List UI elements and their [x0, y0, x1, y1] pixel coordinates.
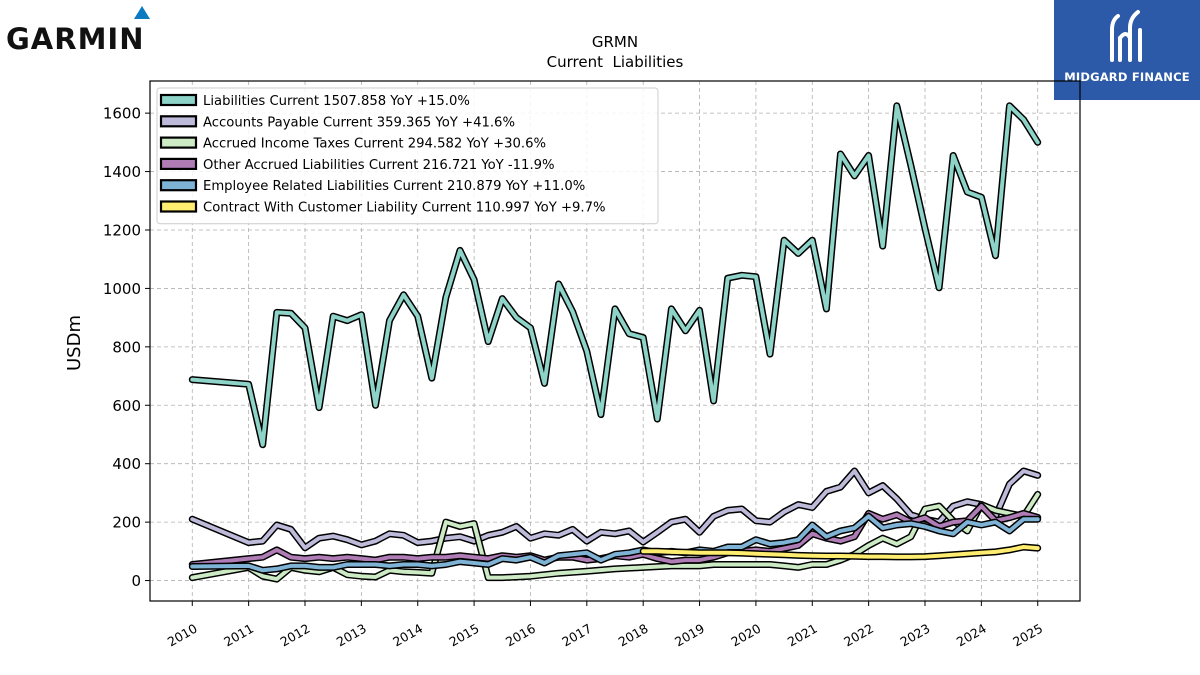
legend-swatch [159, 179, 198, 192]
x-tick-label: 2016 [503, 621, 538, 650]
y-tick-label: 1400 [103, 163, 141, 181]
x-tick-label: 2023 [897, 621, 932, 650]
legend-swatch [159, 93, 198, 107]
legend-swatch [159, 115, 198, 128]
x-tick-label: 2022 [841, 621, 876, 650]
legend-swatch [159, 200, 198, 213]
x-tick-label: 2011 [221, 621, 256, 650]
garmin-wordmark: GARMIN [6, 22, 145, 56]
x-tick-label: 2012 [277, 621, 312, 650]
x-tick-label: 2019 [672, 621, 707, 650]
legend-entry: Employee Related Liabilities Current 210… [203, 179, 585, 194]
y-tick-label: 800 [112, 338, 141, 356]
plot-frame [149, 80, 1081, 602]
series-lines [188, 102, 1042, 583]
legend-entry: Liabilities Current 1507.858 YoY +15.0% [203, 94, 470, 109]
midgard-wordmark: MIDGARD FINANCE [1064, 70, 1190, 84]
midgard-finance-logo: MIDGARD FINANCE [1054, 0, 1200, 100]
series-line [190, 504, 1040, 567]
midgard-emblem-icon [1110, 10, 1142, 62]
x-tick-label: 2025 [1010, 621, 1045, 650]
chart-title: GRMN [592, 33, 638, 51]
series-0 [188, 102, 1042, 449]
series-line [190, 103, 1040, 447]
legend-swatch [159, 157, 198, 170]
garmin-triangle-icon [134, 6, 150, 19]
x-tick-label: 2014 [390, 621, 425, 650]
series-1 [188, 467, 1042, 552]
series-line [190, 469, 1040, 550]
y-tick-label: 1000 [103, 280, 141, 298]
y-axis-label: USDm [64, 315, 85, 371]
series-line [641, 545, 1040, 559]
chart-subtitle: Current Liabilities [547, 53, 684, 71]
legend-entry: Other Accrued Liabilities Current 216.72… [203, 158, 555, 173]
series-line [190, 514, 1040, 573]
legend-entry: Contract With Customer Liability Current… [203, 201, 606, 216]
x-tick-label: 2021 [785, 621, 820, 650]
y-tick-label: 200 [112, 514, 141, 532]
legend-entry: Accrued Income Taxes Current 294.582 YoY… [203, 137, 546, 152]
x-tick-label: 2015 [447, 621, 482, 650]
legend-swatch [159, 136, 198, 149]
series-4 [188, 512, 1042, 574]
x-tick-label: 2018 [616, 621, 651, 650]
x-tick-label: 2010 [165, 621, 200, 650]
x-tick-label: 2013 [334, 621, 369, 650]
y-tick-label: 1600 [103, 105, 141, 123]
y-tick-label: 400 [112, 455, 141, 473]
x-tick-label: 2020 [728, 621, 763, 650]
x-tick-label: 2024 [954, 621, 989, 650]
garmin-logo: GARMIN [4, 4, 164, 56]
legend-entry: Accounts Payable Current 359.365 YoY +41… [203, 115, 515, 130]
y-axis: 0 200 400 600 800 1000 1200 1400 1600 [103, 105, 150, 590]
y-tick-label: 600 [112, 397, 141, 415]
series-5 [639, 543, 1042, 561]
y-tick-label: 0 [131, 572, 141, 590]
legend: Liabilities Current 1507.858 YoY +15.0% A… [156, 87, 659, 225]
y-tick-label: 1200 [103, 221, 141, 239]
x-axis: 2010 2011 2012 2013 2014 2015 2016 2017 2018 2019… [165, 601, 1045, 650]
legend-box [156, 87, 659, 225]
series-3 [188, 502, 1042, 568]
x-tick-label: 2017 [559, 621, 594, 650]
